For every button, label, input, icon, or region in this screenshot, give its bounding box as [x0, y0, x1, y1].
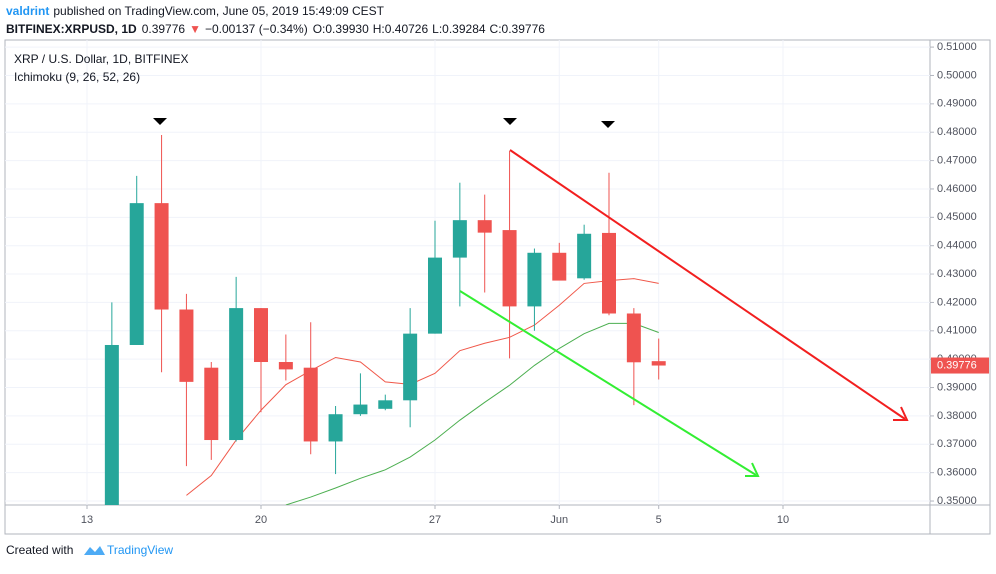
candle-body	[353, 404, 368, 415]
down-triangle: ▼	[189, 22, 201, 36]
candle-body	[328, 414, 343, 442]
change: −0.00137 (−0.34%)	[205, 22, 308, 36]
y-tick-label: 0.43000	[937, 268, 977, 280]
footer-brand[interactable]: TradingView	[107, 543, 173, 557]
candle-body	[527, 252, 542, 307]
y-tick-label: 0.50000	[937, 69, 977, 81]
y-tick-label: 0.45000	[937, 211, 977, 223]
author: valdrint	[6, 4, 49, 18]
high: H:0.40726	[373, 22, 429, 36]
plot	[104, 135, 666, 505]
axes: 0.350000.360000.370000.380000.390000.400…	[81, 41, 989, 526]
y-tick-label: 0.37000	[937, 438, 977, 450]
y-tick-label: 0.48000	[937, 126, 977, 138]
candle-body	[477, 220, 492, 233]
x-tick-label: 10	[777, 514, 789, 526]
last-price-label: 0.39776	[937, 359, 977, 371]
y-tick-label: 0.44000	[937, 240, 977, 252]
y-tick-label: 0.46000	[937, 183, 977, 195]
footer-created: Created with	[6, 543, 73, 557]
published: published on TradingView.com, June 05, 2…	[53, 4, 384, 18]
x-tick-label: 13	[81, 514, 93, 526]
candle-body	[378, 400, 393, 409]
close: C:0.39776	[490, 22, 546, 36]
header-line-2: BITFINEX:XRPUSD, 1D 0.39776 ▼ −0.00137 (−0.…	[6, 22, 545, 36]
y-tick-label: 0.47000	[937, 154, 977, 166]
candle-body	[577, 233, 592, 279]
y-tick-label: 0.41000	[937, 325, 977, 337]
candle-body	[452, 220, 467, 258]
candle-body	[278, 362, 293, 370]
frame	[4, 39, 991, 535]
y-tick-label: 0.49000	[937, 98, 977, 110]
symbol: BITFINEX:XRPUSD, 1D	[6, 22, 137, 36]
legend-indicator: Ichimoku (9, 26, 52, 26)	[14, 70, 140, 84]
candle-body	[154, 203, 169, 310]
arrow-head	[745, 462, 760, 477]
open: O:0.39930	[313, 22, 369, 36]
header-line-1: valdrint published on TradingView.com, Ju…	[6, 4, 385, 18]
y-tick-label: 0.36000	[937, 467, 977, 479]
candle-body	[303, 367, 318, 442]
candle-body	[427, 257, 442, 334]
x-tick-label: 5	[656, 514, 662, 526]
y-tick-label: 0.35000	[937, 495, 977, 507]
candle-body	[552, 252, 567, 281]
last: 0.39776	[142, 22, 186, 36]
marker	[503, 118, 517, 125]
indicator-line	[285, 322, 659, 505]
candle-body	[229, 308, 244, 441]
arrow-head	[893, 406, 909, 421]
candle-body	[179, 309, 194, 382]
annotations	[153, 118, 909, 477]
marker	[601, 121, 615, 128]
low: L:0.39284	[432, 22, 486, 36]
x-tick-label: Jun	[550, 514, 568, 526]
last-price-box	[931, 357, 989, 374]
candle-body	[403, 333, 418, 401]
y-tick-label: 0.38000	[937, 410, 977, 422]
candle-body	[129, 203, 144, 345]
candle-body	[104, 344, 119, 505]
y-tick-label: 0.39000	[937, 381, 977, 393]
candle-body	[253, 308, 268, 363]
y-tick-label: 0.51000	[937, 41, 977, 53]
candle-body	[651, 361, 666, 366]
marker	[153, 118, 167, 125]
candle-body	[626, 313, 641, 363]
trend-arrow	[459, 290, 757, 476]
logo	[84, 546, 105, 555]
candle-body	[601, 232, 616, 314]
candle-body	[204, 367, 219, 441]
x-tick-label: 20	[255, 514, 267, 526]
y-tick-label: 0.42000	[937, 296, 977, 308]
candle-body	[502, 230, 517, 307]
grid	[5, 40, 930, 505]
legend-title: XRP / U.S. Dollar, 1D, BITFINEX	[14, 52, 189, 66]
indicator-line	[186, 278, 659, 496]
x-tick-label: 27	[429, 514, 441, 526]
trend-arrow	[509, 149, 906, 420]
